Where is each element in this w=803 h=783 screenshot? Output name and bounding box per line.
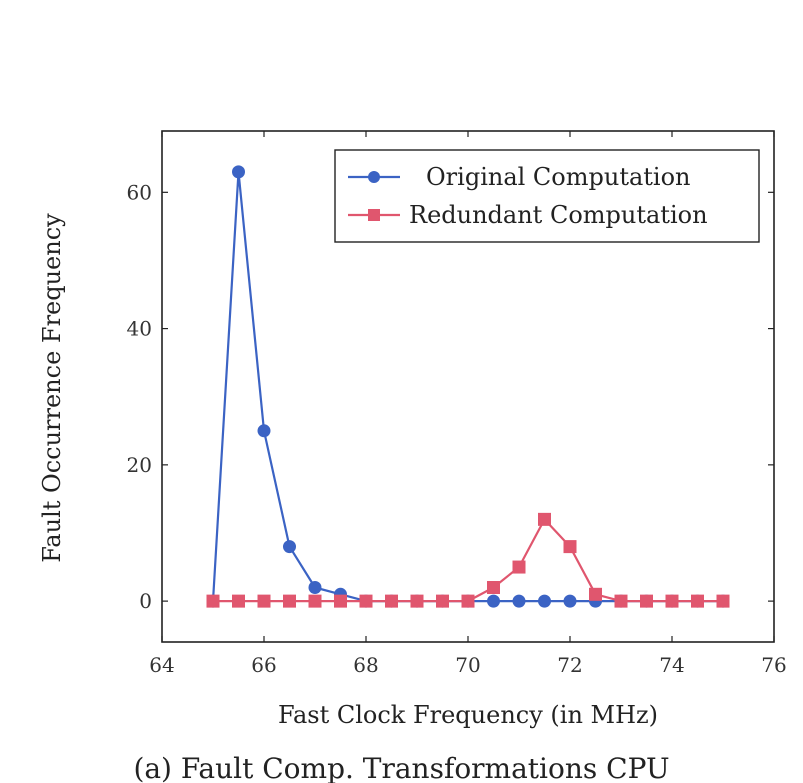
data-point bbox=[334, 594, 347, 608]
x-tick-label: 64 bbox=[149, 653, 174, 677]
data-point bbox=[716, 594, 730, 608]
data-point bbox=[691, 594, 704, 608]
series-line bbox=[213, 518, 723, 603]
data-point bbox=[563, 594, 577, 608]
data-point bbox=[232, 594, 245, 608]
legend-label-original: Original Computation bbox=[426, 163, 691, 191]
data-point bbox=[461, 594, 475, 608]
data-point bbox=[283, 540, 296, 554]
data-point bbox=[487, 580, 500, 594]
y-tick-label: 0 bbox=[139, 589, 152, 613]
data-point bbox=[359, 594, 373, 608]
y-tick-label: 60 bbox=[127, 180, 152, 204]
legend-label-redundant: Redundant Computation bbox=[409, 201, 708, 229]
data-point bbox=[385, 594, 398, 608]
data-point bbox=[512, 560, 526, 574]
x-tick-label: 72 bbox=[557, 653, 582, 677]
y-tick-label: 40 bbox=[127, 317, 152, 341]
legend-marker-redundant bbox=[368, 209, 380, 221]
data-point bbox=[538, 594, 551, 608]
data-point bbox=[640, 594, 653, 608]
data-point bbox=[538, 512, 551, 526]
y-axis-label: Fault Occurrence Frequency bbox=[38, 213, 66, 563]
x-tick-label: 68 bbox=[353, 653, 378, 677]
x-axis-label: Fast Clock Frequency (in MHz) bbox=[278, 701, 658, 729]
data-point bbox=[257, 594, 271, 608]
y-tick-label: 20 bbox=[127, 453, 152, 477]
legend-box bbox=[334, 149, 760, 243]
x-tick-label: 74 bbox=[659, 653, 684, 677]
data-point bbox=[308, 580, 322, 594]
data-point bbox=[512, 594, 526, 608]
data-point bbox=[665, 594, 679, 608]
series-layer bbox=[206, 165, 730, 608]
x-tick-label: 70 bbox=[455, 653, 480, 677]
data-point bbox=[436, 594, 449, 608]
x-tick-label: 66 bbox=[251, 653, 276, 677]
data-point bbox=[232, 165, 245, 179]
data-point bbox=[589, 587, 602, 601]
data-point bbox=[206, 594, 220, 608]
data-point bbox=[487, 594, 500, 608]
series-redundant bbox=[206, 512, 730, 608]
axis-ticks: 64 66 68 70 72 74 76 0 20 40 60 bbox=[127, 131, 787, 677]
legend-marker-original bbox=[368, 171, 380, 183]
figure-caption: (a) Fault Comp. Transformations CPU bbox=[133, 752, 670, 783]
legend: Original Computation Redundant Computati… bbox=[334, 149, 760, 243]
data-point bbox=[410, 594, 424, 608]
data-point bbox=[614, 594, 628, 608]
line-chart: 64 66 68 70 72 74 76 0 20 40 60 Fast Clock Frequen… bbox=[38, 130, 787, 729]
data-point bbox=[257, 424, 271, 438]
data-point bbox=[283, 594, 296, 608]
data-point bbox=[308, 594, 322, 608]
data-point bbox=[563, 540, 577, 554]
x-tick-label: 76 bbox=[761, 653, 786, 677]
